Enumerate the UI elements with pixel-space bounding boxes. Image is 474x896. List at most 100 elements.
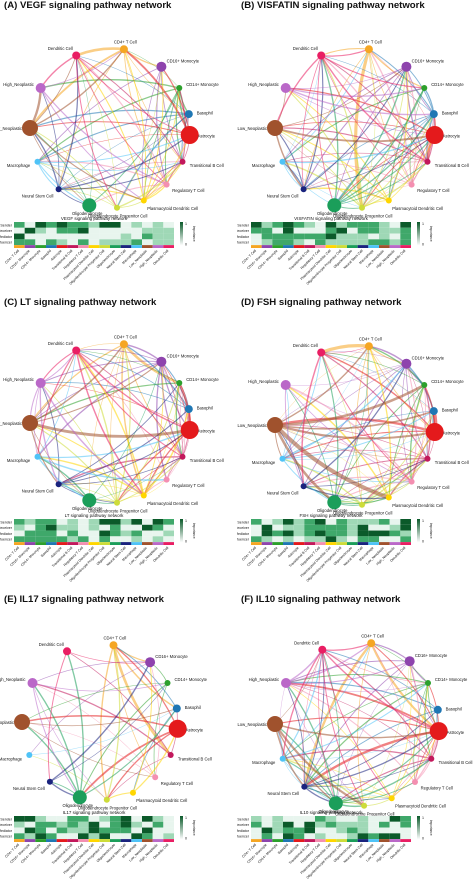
heatmap-cell <box>120 821 132 828</box>
heatmap-cell <box>315 519 326 525</box>
edge <box>40 382 60 485</box>
heatmap-cell <box>272 821 283 828</box>
node <box>361 802 368 809</box>
heatmap-cell <box>357 233 369 240</box>
heatmap-cell <box>14 833 25 840</box>
node-label: Oligodendrocyte <box>317 211 348 216</box>
heatmap-celltype-strip <box>325 542 337 545</box>
heatmap-row-label: Receiver <box>0 823 13 827</box>
edge <box>40 382 145 497</box>
node <box>424 455 431 462</box>
edge <box>274 345 370 426</box>
node-label: Astrocyte <box>443 431 461 436</box>
edge <box>317 55 335 206</box>
edge <box>29 754 108 800</box>
heatmap-cell <box>78 222 89 228</box>
edge <box>36 350 77 457</box>
heatmap-celltype-strip <box>78 245 89 248</box>
heatmap-cell <box>336 222 347 228</box>
panel-title: (D) FSH signaling pathway network <box>241 297 402 308</box>
node-label: CD16+ Monocyte <box>412 356 445 361</box>
heatmap-cell <box>368 239 379 246</box>
edge <box>273 424 336 504</box>
node <box>176 85 183 91</box>
edge <box>303 134 435 190</box>
heatmap-cell <box>152 816 164 822</box>
edge <box>411 114 435 185</box>
node-label: Oligodendrocyte <box>62 803 93 808</box>
heatmap-row-label: Influencer <box>0 241 13 245</box>
node-label: Oligodendrocyte <box>317 508 348 513</box>
edge <box>285 87 434 116</box>
node <box>280 380 291 390</box>
node <box>176 380 183 386</box>
heatmap-cell <box>88 816 100 822</box>
legend-gradient <box>417 519 420 543</box>
heatmap-cell <box>163 524 174 531</box>
heatmap-cell <box>24 827 36 834</box>
edge <box>361 134 435 208</box>
edge <box>334 134 436 206</box>
edge <box>40 87 167 186</box>
legend-title: Importance <box>192 226 196 242</box>
heatmap-celltype-strip <box>35 542 46 545</box>
node-label: Plasmacytoid Dendritic Cell <box>136 798 187 803</box>
node <box>401 358 412 369</box>
heatmap-cell <box>152 233 164 240</box>
heatmap-celltype-strip <box>251 245 262 248</box>
heatmap-cell <box>163 821 174 828</box>
edge <box>40 87 60 190</box>
node <box>55 481 62 488</box>
heatmap-cell <box>131 833 142 840</box>
edge <box>320 55 428 163</box>
edge <box>58 408 190 485</box>
edge <box>66 651 85 798</box>
heatmap-cell <box>389 227 401 234</box>
heatmap-celltype-strip <box>293 542 305 545</box>
node-label: Regulatory T Cell <box>172 483 204 488</box>
node-label: Oligodendrocyte <box>318 809 349 814</box>
heatmap-cell <box>293 536 305 543</box>
heatmap-cell <box>35 821 46 828</box>
edge <box>282 346 370 459</box>
node-label: Neural Stem Cell <box>22 488 54 493</box>
node <box>55 186 62 193</box>
heatmap-cell <box>56 530 68 537</box>
edge <box>320 352 412 482</box>
node <box>367 639 376 648</box>
heatmap-cell <box>379 833 390 840</box>
legend-max: 1 <box>185 519 187 523</box>
heatmap-cell <box>120 833 132 840</box>
heatmap-cell <box>35 530 46 537</box>
panel-e: (E) IL17 signaling pathway network CD4+ … <box>0 594 237 891</box>
edge <box>301 352 322 487</box>
legend-max: 1 <box>185 816 187 820</box>
heatmap-cell <box>35 816 46 822</box>
edge <box>29 343 125 424</box>
heatmap-cell <box>389 530 401 537</box>
heatmap-cell <box>272 530 283 537</box>
edge <box>370 643 416 783</box>
heatmap-cell <box>24 536 36 543</box>
edge <box>285 660 410 685</box>
heatmap-cell <box>142 524 153 531</box>
heatmap-cell <box>357 833 369 840</box>
heatmap-cell <box>35 524 46 531</box>
node-label: Plasmacytoid Dendritic Cell <box>392 206 443 211</box>
heatmap-cell <box>293 821 305 828</box>
edge <box>285 384 435 433</box>
heatmap-cell <box>56 519 68 525</box>
heatmap-cell <box>78 827 89 834</box>
edge <box>371 642 429 684</box>
heatmap-celltype-strip <box>272 542 283 545</box>
heatmap-cell <box>120 519 132 525</box>
legend-min: 0 <box>422 242 424 246</box>
edge <box>21 682 168 723</box>
edge <box>335 758 432 804</box>
heatmap-celltype-strip <box>24 839 36 842</box>
node-label: CD4+ T Cell <box>359 336 382 341</box>
edge <box>284 384 305 487</box>
node <box>327 495 342 510</box>
heatmap-cell <box>56 233 68 240</box>
edge <box>66 650 172 756</box>
